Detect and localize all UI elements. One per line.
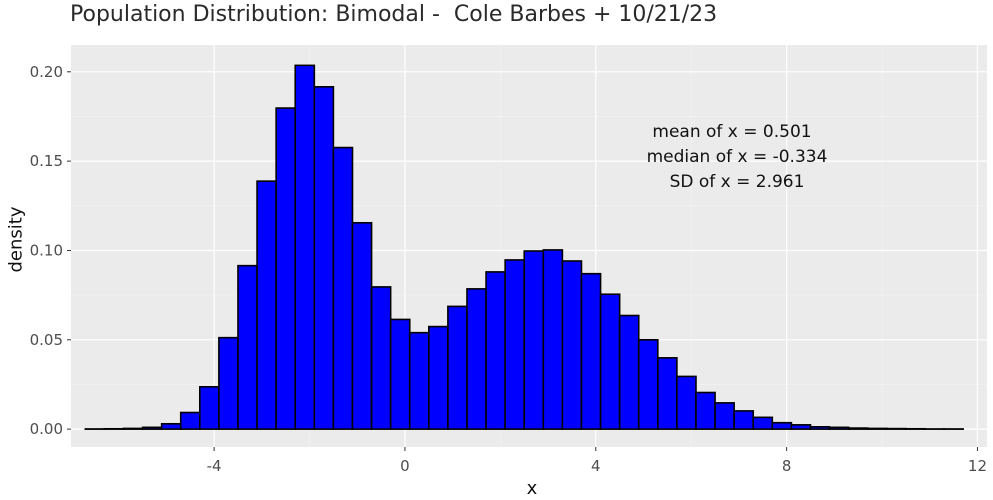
histogram-bar (160, 422, 182, 430)
histogram-bar (237, 264, 258, 430)
y-tick-label: 0.10 (30, 241, 63, 259)
histogram-bar (218, 336, 239, 430)
histogram-bar (790, 424, 812, 430)
histogram-bar (637, 338, 659, 430)
histogram-bar (542, 249, 564, 430)
histogram-bar (618, 314, 640, 430)
histogram-bar (695, 391, 716, 430)
x-tick-label: 8 (782, 457, 792, 475)
histogram-bar (275, 107, 297, 430)
y-axis-label: density (5, 206, 27, 273)
histogram-bar (771, 421, 793, 430)
histogram-bar (523, 250, 545, 430)
y-tick-label: 0.00 (30, 420, 63, 438)
histogram-bar (599, 293, 621, 430)
histogram-bar (351, 221, 373, 430)
histogram-bar (447, 305, 468, 430)
y-tick-label: 0.05 (30, 331, 63, 349)
x-tick-label: 0 (400, 457, 410, 475)
histogram-bar (408, 331, 430, 430)
histogram-bar (752, 416, 774, 430)
histogram-bar (886, 427, 907, 430)
histogram-bar (714, 402, 735, 430)
x-tick-label: -4 (207, 457, 222, 475)
histogram-bar (332, 146, 354, 430)
histogram-bar (504, 259, 526, 430)
histogram-bar (733, 410, 755, 430)
histogram-bar (657, 357, 678, 430)
histogram-bar (580, 272, 602, 430)
histogram-bar (466, 288, 487, 430)
histogram-bar (370, 286, 392, 430)
histogram-bar (428, 325, 449, 430)
histogram-bar (866, 427, 888, 430)
chart-title: Population Distribution: Bimodal - Cole … (70, 2, 718, 27)
annotation-mean: mean of x = 0.501 (652, 122, 812, 142)
x-axis-label: x (526, 478, 538, 499)
x-tick-label: 12 (968, 457, 987, 475)
histogram-bar (847, 427, 869, 430)
annotation-median: median of x = -0.334 (646, 147, 828, 167)
histogram-bar (313, 86, 335, 430)
histogram-bar (676, 375, 697, 430)
y-tick-label: 0.15 (30, 152, 63, 170)
annotation-sd: SD of x = 2.961 (669, 172, 805, 192)
histogram-bar (485, 271, 506, 430)
histogram-bar (199, 385, 220, 430)
histogram-bar (389, 318, 411, 430)
histogram-bar (828, 426, 850, 430)
histogram-bar (179, 411, 201, 430)
histogram-bar (294, 64, 316, 430)
histogram-bar (561, 260, 583, 430)
x-tick-label: 4 (591, 457, 601, 475)
histogram-bar (256, 180, 277, 430)
histogram-bar (141, 426, 163, 430)
histogram-bar (809, 426, 831, 430)
y-tick-label: 0.20 (30, 63, 63, 81)
histogram-bar (122, 427, 144, 430)
